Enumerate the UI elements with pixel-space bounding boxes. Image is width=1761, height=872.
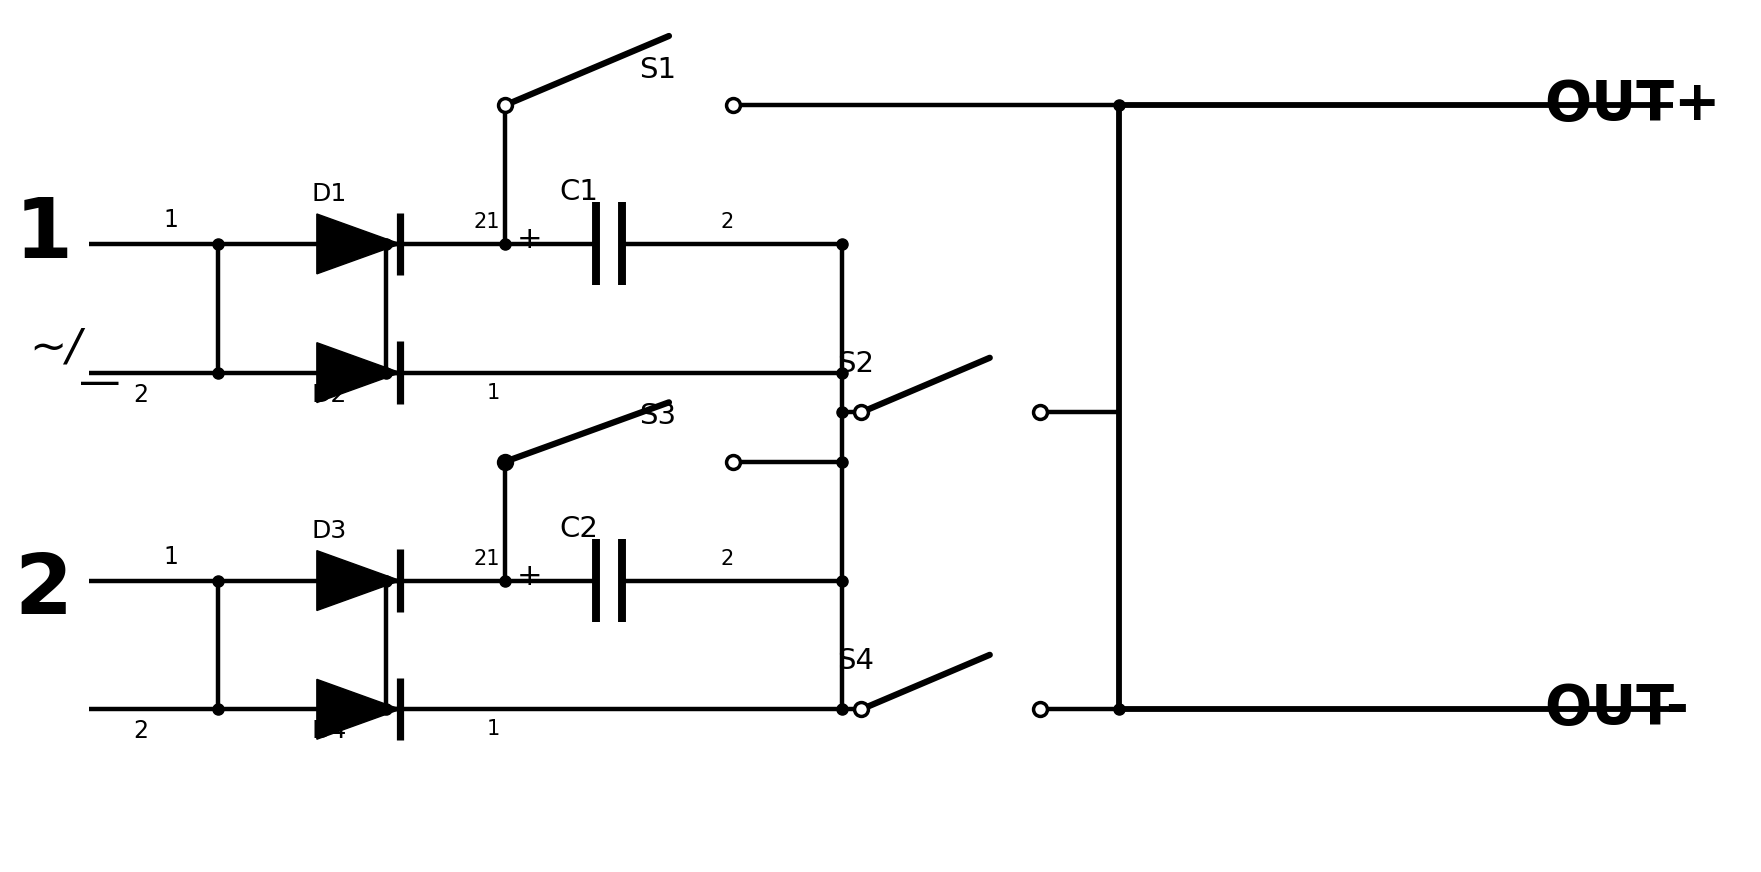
Text: 1: 1	[486, 719, 500, 739]
Polygon shape	[317, 679, 400, 739]
Polygon shape	[317, 343, 400, 403]
Text: 2: 2	[720, 212, 734, 232]
Text: 1: 1	[486, 383, 500, 403]
Text: S1: S1	[639, 56, 676, 84]
Text: +: +	[518, 226, 542, 255]
Polygon shape	[317, 550, 400, 610]
Text: D4: D4	[312, 719, 347, 743]
Text: 2: 2	[14, 550, 72, 631]
Text: D1: D1	[312, 182, 347, 207]
Text: 21: 21	[474, 212, 500, 232]
Text: S4: S4	[836, 647, 873, 675]
Text: OUT+: OUT+	[1544, 78, 1720, 133]
Text: 2: 2	[134, 719, 148, 743]
Text: 2: 2	[720, 548, 734, 569]
Text: S3: S3	[639, 402, 676, 430]
Text: 21: 21	[474, 548, 500, 569]
Text: —: —	[79, 362, 122, 404]
Text: C1: C1	[560, 178, 599, 207]
Text: +: +	[518, 562, 542, 591]
Text: D2: D2	[312, 383, 347, 406]
Text: 1: 1	[164, 545, 178, 569]
Text: 1: 1	[164, 208, 178, 232]
Text: ~/: ~/	[30, 326, 83, 370]
Text: 1: 1	[14, 194, 72, 275]
Text: C2: C2	[560, 515, 599, 543]
Text: D3: D3	[312, 519, 347, 543]
Polygon shape	[317, 214, 400, 274]
Text: 2: 2	[134, 383, 148, 406]
Text: OUT-: OUT-	[1544, 682, 1689, 736]
Text: S2: S2	[836, 350, 873, 378]
